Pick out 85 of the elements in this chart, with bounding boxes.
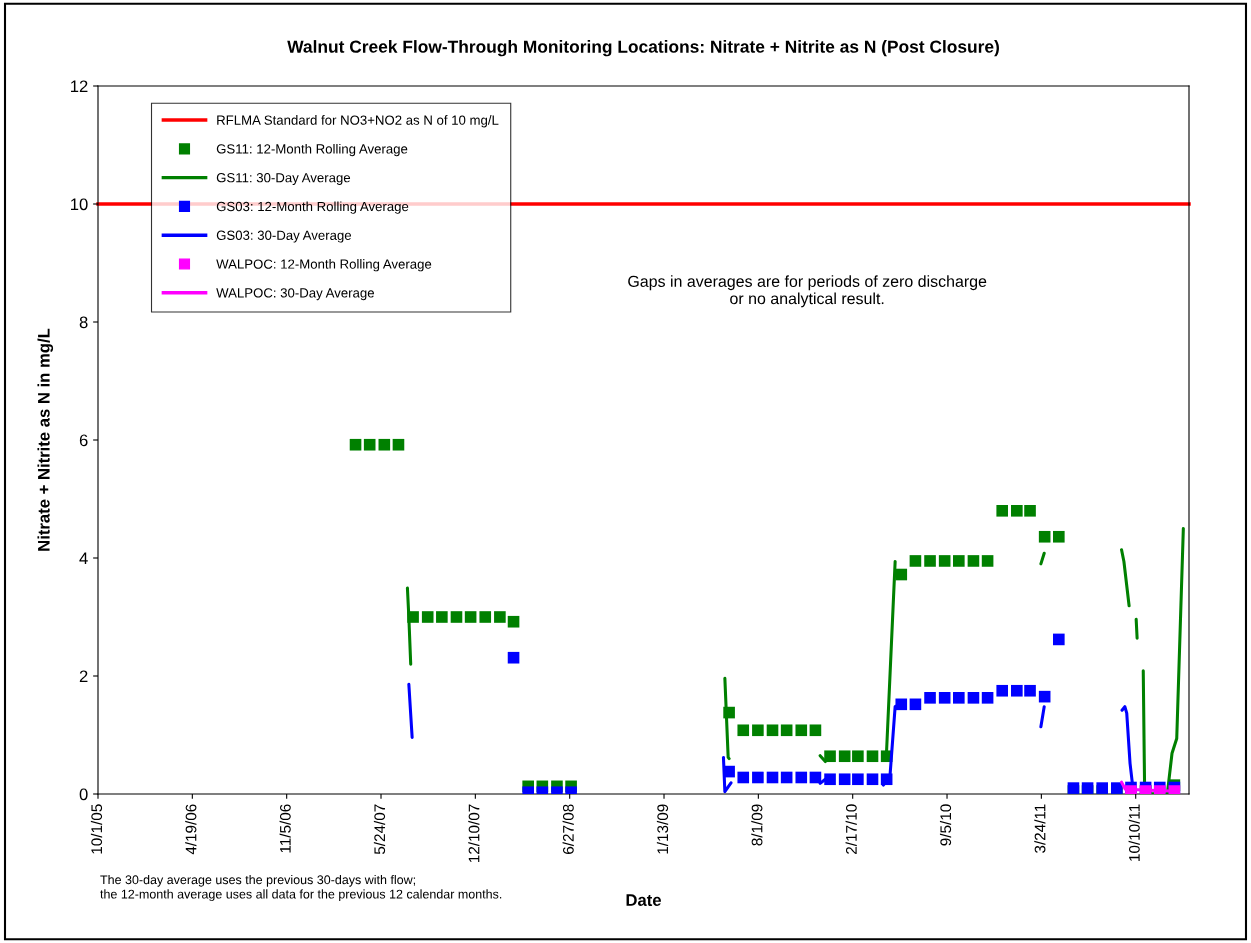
point xyxy=(752,771,764,784)
legend-label: WALPOC: 30-Day Average xyxy=(216,288,374,301)
point xyxy=(824,750,836,763)
x-tick-label: 8/1/09 xyxy=(751,804,763,846)
point xyxy=(996,684,1009,697)
point xyxy=(737,724,750,737)
y-tick-label: 4 xyxy=(79,552,88,565)
legend-label: GS03: 12-Month Rolling Average xyxy=(216,201,409,214)
point xyxy=(795,771,808,784)
legend-label: GS03: 30-Day Average xyxy=(216,230,352,243)
legend-label: GS11: 30-Day Average xyxy=(216,173,351,185)
point xyxy=(795,724,808,737)
chart-title: Walnut Creek Flow-Through Monitoring Locations: Nitrate + Nitrite as N (Post Closure) xyxy=(287,40,999,57)
annotation: Gaps in averages are for periods of zero discharge or no analytical result. xyxy=(628,275,987,308)
y-tick-label: 10 xyxy=(71,198,88,211)
point xyxy=(752,724,764,737)
point xyxy=(421,611,434,623)
x-tick-label: 12/10/07 xyxy=(468,804,480,863)
point xyxy=(450,611,463,623)
legend-label: RFLMA Standard for NO3+NO2 as N of 10 mg/L xyxy=(217,115,499,128)
point xyxy=(1024,684,1036,697)
x-tick-label: 4/19/06 xyxy=(185,804,197,855)
point xyxy=(909,555,922,567)
point xyxy=(852,750,864,763)
point xyxy=(1038,530,1051,543)
point xyxy=(938,555,951,567)
x-tick-label: 2/17/10 xyxy=(845,804,857,854)
point xyxy=(866,773,879,786)
legend-label: WALPOC: 12-Month Rolling Average xyxy=(216,259,432,272)
point xyxy=(866,750,879,763)
x-tick-label: 10/10/11 xyxy=(1128,804,1140,861)
point xyxy=(507,615,520,628)
point xyxy=(766,771,779,784)
point xyxy=(824,773,836,786)
point xyxy=(967,692,980,704)
point xyxy=(349,438,362,451)
point xyxy=(938,692,951,704)
point xyxy=(363,438,376,451)
y-axis-title: Nitrate + Nitrite as N in mg/L xyxy=(37,328,54,551)
point xyxy=(780,771,793,784)
point xyxy=(378,438,391,451)
point xyxy=(780,724,793,737)
point xyxy=(809,724,822,737)
point xyxy=(1053,633,1065,646)
point xyxy=(953,555,965,567)
legend-label: GS11: 12-Month Rolling Average xyxy=(216,143,408,157)
point xyxy=(507,651,520,664)
point xyxy=(392,438,405,451)
x-tick-label: 1/13/09 xyxy=(656,804,669,854)
point xyxy=(737,771,750,784)
x-axis-title: Date xyxy=(626,894,661,906)
text: The 30-day average uses the previous 30-days with flow; the 12-month average uses all data for the previous 12 calendar months. xyxy=(100,874,502,902)
y-tick-label: 8 xyxy=(79,316,88,329)
point xyxy=(953,692,965,704)
x-tick-label: 10/1/05 xyxy=(90,804,103,854)
point xyxy=(895,568,908,581)
point xyxy=(436,611,448,623)
point xyxy=(981,555,994,567)
x-tick-label: 3/24/11 xyxy=(1034,804,1046,853)
point xyxy=(852,773,864,786)
point xyxy=(479,611,492,623)
x-tick-label: 9/5/10 xyxy=(939,804,952,846)
x-tick-label: 5/24/07 xyxy=(373,804,386,855)
point xyxy=(909,698,922,711)
point xyxy=(1024,504,1036,517)
y-tick-label: 0 xyxy=(79,788,88,801)
x-tick-label: 11/5/06 xyxy=(279,804,291,853)
point xyxy=(464,611,477,623)
point xyxy=(1011,504,1023,517)
point xyxy=(1011,684,1023,697)
point xyxy=(1053,530,1065,543)
y-tick-label: 2 xyxy=(79,670,88,683)
point xyxy=(924,692,936,704)
point xyxy=(996,504,1009,517)
point xyxy=(838,773,851,786)
y-tick-label: 6 xyxy=(79,434,88,447)
point xyxy=(967,555,980,567)
point xyxy=(1038,690,1051,703)
x-tick-label: 6/27/08 xyxy=(562,804,574,854)
point xyxy=(766,724,779,737)
y-tick-label: 12 xyxy=(71,80,88,93)
point xyxy=(838,750,851,763)
point xyxy=(494,611,506,623)
point xyxy=(924,555,936,567)
point xyxy=(981,692,994,704)
